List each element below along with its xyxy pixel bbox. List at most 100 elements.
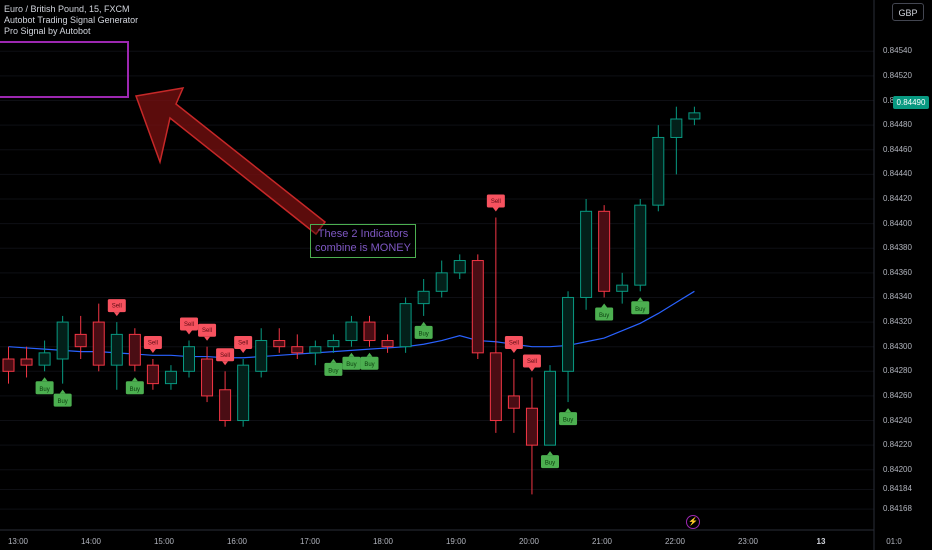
signals-layer: Buy Buy Sell Buy Sell Sell Sell Sell Sell Buy Buy B… (35, 194, 650, 469)
candle[interactable] (327, 334, 340, 353)
time-axis-label: 18:00 (372, 537, 394, 546)
signal-text: Buy (364, 362, 374, 368)
candle[interactable] (399, 297, 412, 353)
candle[interactable] (580, 199, 593, 310)
candle[interactable] (616, 272, 629, 304)
candle[interactable] (598, 205, 611, 298)
candle[interactable] (652, 125, 665, 212)
sell-signal-label: Sell (234, 336, 253, 353)
sell-signal-label: Sell (522, 354, 541, 372)
signal-text: Sell (220, 353, 230, 359)
price-axis-label: 0.84240 (883, 415, 912, 425)
lightning-icon[interactable]: ⚡ (686, 515, 700, 529)
price-axis-label: 0.84184 (883, 484, 912, 494)
indicator-name-2[interactable]: Pro Signal by Autobot (4, 26, 91, 36)
candle-body (183, 346, 195, 372)
signal-text: Buy (57, 399, 67, 405)
candle[interactable] (309, 340, 322, 366)
candle[interactable] (435, 260, 448, 298)
candle[interactable] (634, 199, 647, 292)
candle[interactable] (363, 315, 376, 347)
candle-body (74, 333, 87, 348)
candle[interactable] (146, 359, 159, 390)
candle[interactable] (2, 346, 15, 384)
candle[interactable] (255, 328, 268, 378)
candle[interactable] (56, 315, 69, 384)
indicator-name-1[interactable]: Autobot Trading Signal Generator (4, 15, 139, 25)
signal-text: Buy (346, 362, 356, 368)
candle-body (489, 352, 502, 422)
currency-button[interactable]: GBP (892, 3, 924, 21)
buy-signal-label: Buy (53, 389, 72, 407)
candle[interactable] (489, 217, 502, 433)
candle-body (291, 346, 304, 354)
candle-body (237, 364, 250, 422)
price-axis-label: 0.84360 (883, 267, 912, 277)
candle[interactable] (471, 254, 484, 359)
candle-body (544, 370, 556, 446)
buy-signal-label: Buy (125, 377, 144, 395)
signal-text: Buy (635, 307, 645, 313)
signal-text: Sell (112, 304, 122, 310)
candle[interactable] (38, 340, 51, 372)
candle-body (399, 303, 412, 348)
chart-legend: Euro / British Pound, 15, FXCM Autobot T… (4, 4, 138, 37)
candle-body (219, 389, 232, 422)
buy-signal-label: Buy (541, 451, 559, 469)
candle[interactable] (128, 328, 141, 372)
candle[interactable] (688, 106, 701, 126)
candle-body (580, 210, 593, 298)
candle[interactable] (219, 371, 232, 427)
annotation-line-2: combine is MONEY (315, 242, 411, 254)
sell-signal-label: Sell (198, 323, 217, 341)
sell-signal-label: Sell (504, 336, 523, 353)
price-axis-label: 0.84200 (883, 464, 912, 474)
candle[interactable] (237, 359, 250, 427)
candle-body (435, 272, 448, 292)
candle[interactable] (201, 346, 214, 403)
time-axis-label: 23:00 (737, 537, 759, 546)
time-axis-label: 19:00 (445, 537, 467, 546)
signal-text: Sell (148, 341, 158, 347)
candle-body (345, 321, 358, 342)
candle-body (670, 118, 683, 138)
candle[interactable] (164, 365, 177, 390)
time-axis-label: 22:00 (664, 537, 686, 546)
candle-body (92, 321, 105, 366)
candle[interactable] (417, 279, 430, 316)
candle-body (688, 112, 701, 120)
signal-text: Sell (491, 199, 501, 205)
time-axis-label: 15:00 (153, 537, 175, 546)
candle[interactable] (110, 322, 123, 390)
signal-text: Buy (418, 331, 428, 337)
time-axis-label: 20:00 (518, 537, 540, 546)
signal-text: Sell (527, 359, 537, 365)
symbol-title[interactable]: Euro / British Pound, 15, FXCM (4, 4, 130, 14)
candle[interactable] (74, 315, 87, 359)
candle[interactable] (291, 334, 304, 359)
candle[interactable] (20, 346, 33, 378)
buy-signal-label: Buy (35, 377, 54, 395)
candle[interactable] (345, 315, 358, 347)
candle[interactable] (92, 303, 105, 372)
candle[interactable] (183, 340, 195, 378)
candle-body (453, 260, 466, 274)
candle[interactable] (507, 359, 520, 433)
candle-body (38, 352, 51, 366)
candle[interactable] (544, 365, 556, 446)
candle[interactable] (670, 106, 683, 175)
candle[interactable] (453, 254, 466, 279)
price-axis-label: 0.84280 (883, 366, 912, 376)
candle[interactable] (525, 377, 538, 495)
signal-text: Buy (563, 418, 573, 424)
candle-body (56, 321, 69, 360)
candle[interactable] (562, 291, 575, 403)
candle-body (562, 296, 575, 372)
candle[interactable] (381, 334, 394, 353)
buy-signal-label: Buy (360, 352, 379, 370)
sell-signal-label: Sell (143, 336, 162, 353)
candle-body (417, 290, 430, 305)
time-axis-label: 14:00 (80, 537, 102, 546)
candle[interactable] (273, 328, 286, 353)
